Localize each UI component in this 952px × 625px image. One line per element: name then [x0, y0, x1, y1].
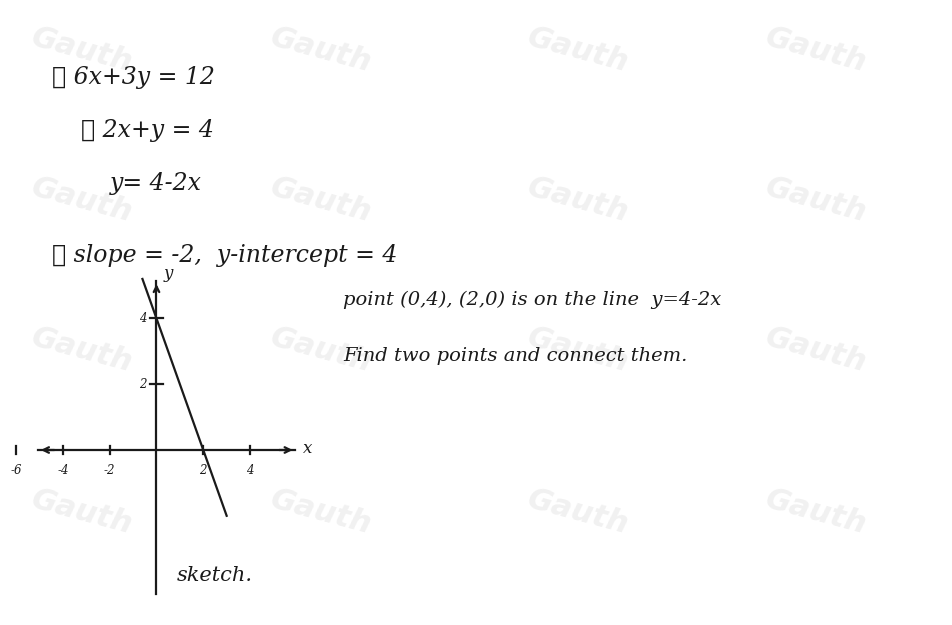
Text: Gauth: Gauth [762, 485, 869, 540]
Text: Gauth: Gauth [762, 22, 869, 78]
Text: 2: 2 [199, 464, 207, 477]
Text: Gauth: Gauth [267, 173, 374, 228]
Text: y: y [163, 265, 172, 282]
Text: -4: -4 [57, 464, 69, 477]
Text: y= 4-2x: y= 4-2x [109, 172, 202, 195]
Text: Gauth: Gauth [267, 22, 374, 78]
Text: Find two points and connect them.: Find two points and connect them. [343, 347, 686, 365]
Text: 4: 4 [139, 312, 147, 325]
Text: ∴ slope = -2,  y-intercept = 4: ∴ slope = -2, y-intercept = 4 [52, 244, 397, 267]
Text: -2: -2 [104, 464, 115, 477]
Text: x: x [303, 440, 312, 457]
Text: Gauth: Gauth [267, 322, 374, 378]
Text: Gauth: Gauth [524, 485, 631, 540]
Text: Gauth: Gauth [29, 22, 136, 78]
Text: Gauth: Gauth [29, 485, 136, 540]
Text: Gauth: Gauth [267, 485, 374, 540]
Text: Gauth: Gauth [524, 22, 631, 78]
Text: Gauth: Gauth [29, 322, 136, 378]
Text: point (0,4), (2,0) is on the line  y=4-2x: point (0,4), (2,0) is on the line y=4-2x [343, 291, 721, 309]
Text: -6: -6 [10, 464, 22, 477]
Text: Gauth: Gauth [524, 173, 631, 228]
Text: 2: 2 [139, 378, 147, 391]
Text: Gauth: Gauth [762, 322, 869, 378]
Text: ∴ 6x+3y = 12: ∴ 6x+3y = 12 [52, 66, 215, 89]
Text: 4: 4 [246, 464, 253, 477]
Text: Gauth: Gauth [524, 322, 631, 378]
Text: ∴ 2x+y = 4: ∴ 2x+y = 4 [81, 119, 213, 142]
Text: Gauth: Gauth [29, 173, 136, 228]
Text: sketch.: sketch. [176, 566, 252, 584]
Text: Gauth: Gauth [762, 173, 869, 228]
